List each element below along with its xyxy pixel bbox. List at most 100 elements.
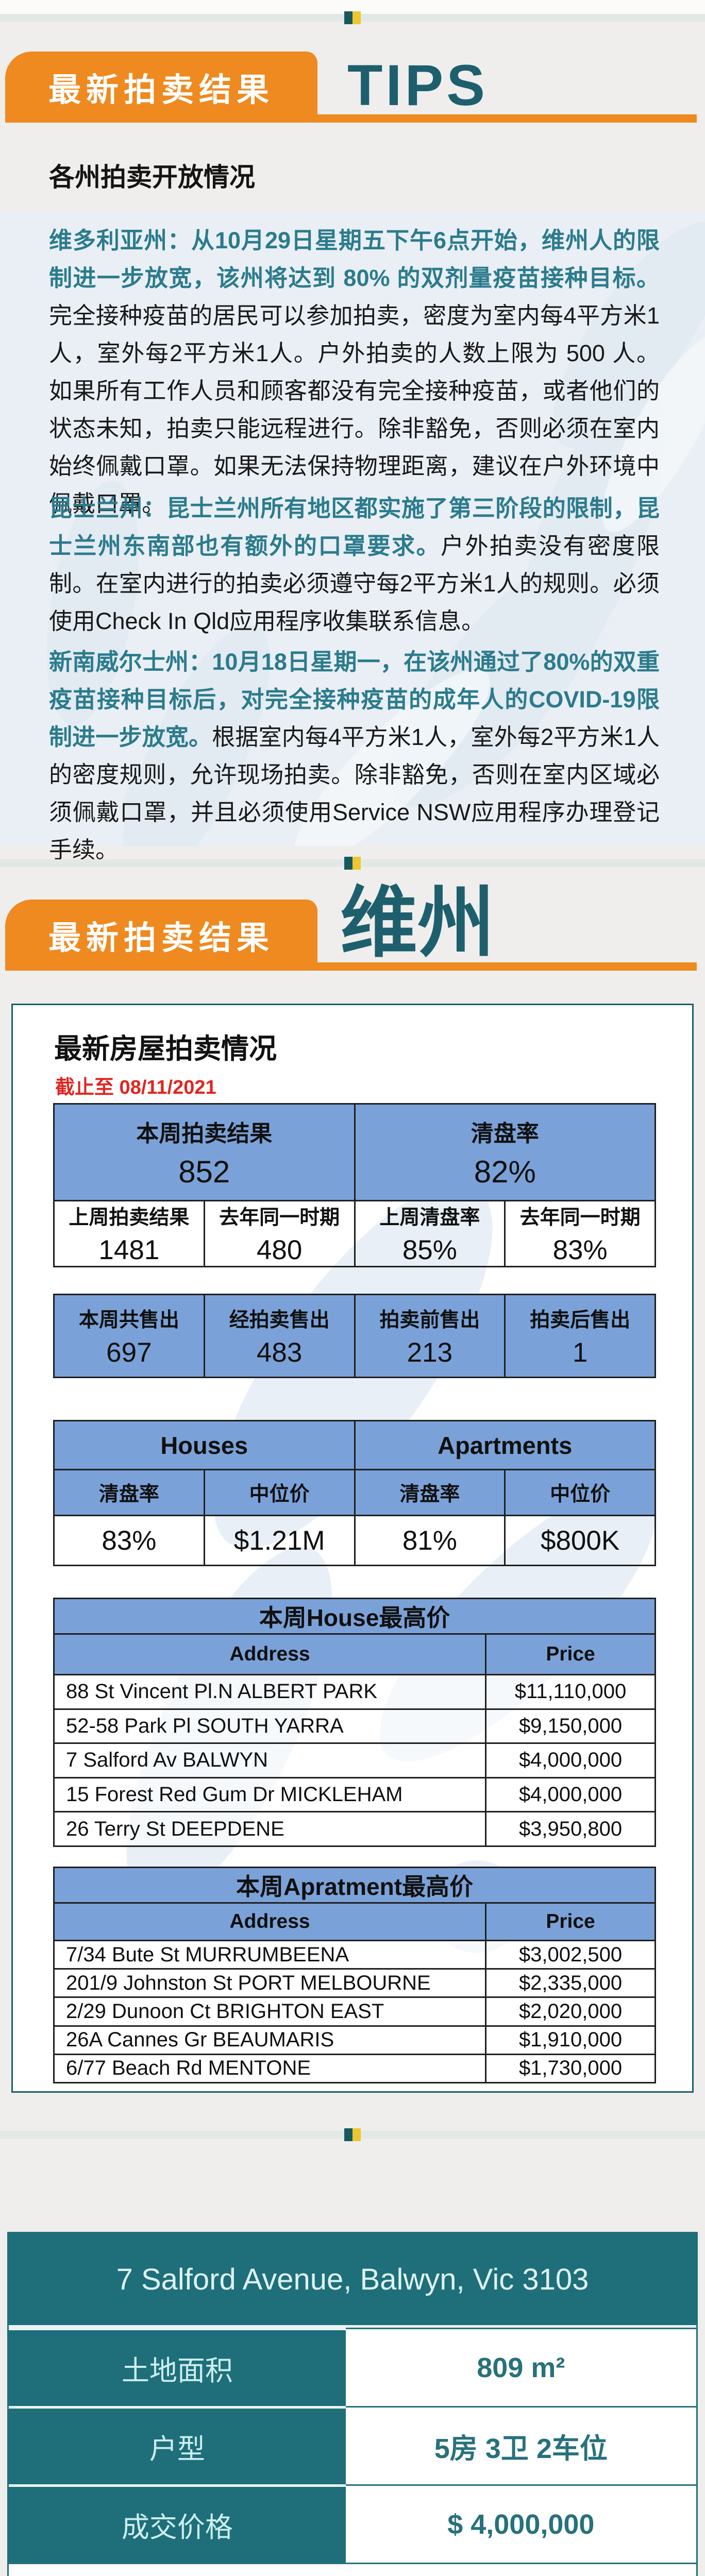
table-row: 清盘率 中位价 清盘率 中位价 <box>55 1469 654 1515</box>
tips-panel: 维多利亚州：从10月29日星期五下午6点开始，维州人的限制进一步放宽，该州将达到… <box>0 211 705 863</box>
price-cell: $1,910,000 <box>485 2026 654 2054</box>
col-label: 清盘率 <box>98 1483 159 1505</box>
property1-title: 7 Salford Avenue, Balwyn, Vic 3103 <box>9 2233 696 2328</box>
stat-value: $1.21M <box>233 1525 325 1556</box>
col-label: 清盘率 <box>399 1483 460 1505</box>
paragraph-victoria: 维多利亚州：从10月29日星期五下午6点开始，维州人的限制进一步放宽，该州将达到… <box>49 222 660 522</box>
col-label: 中位价 <box>249 1483 310 1505</box>
stat-value: 483 <box>256 1337 303 1368</box>
address-cell: 26 Terry St DEEPDENE <box>66 1817 284 1840</box>
table-row: 上周拍卖结果 1481 去年同一时期 480 上周清盘率 85% 去年同一时期 … <box>55 1200 654 1266</box>
table-row: 7 Salford Av BALWYN $4,000,000 <box>55 1742 654 1777</box>
stat-cell: 本周共售出 697 <box>55 1295 204 1377</box>
table-row: Houses Apartments <box>55 1421 654 1469</box>
queensland-lead: 昆士兰州：昆士兰州所有地区都实施了第三阶段的限制，昆士兰州东南部也有额外的口罩要… <box>49 495 660 559</box>
stat-value: 82% <box>474 1155 536 1189</box>
sold-price-label: 成交价格 <box>9 2484 346 2563</box>
table-header-row: Address Price <box>55 1635 654 1674</box>
address-cell: 7/34 Bute St MURRUMBEENA <box>66 1943 349 1966</box>
land-size-label: 土地面积 <box>9 2328 346 2406</box>
stat-cell: 清盘率 82% <box>354 1105 654 1200</box>
stat-label: 本周拍卖结果 <box>136 1121 273 1146</box>
price-col-header: Price <box>485 1904 654 1940</box>
stat-cell: 去年同一时期 83% <box>504 1201 654 1266</box>
value-cell: 83% <box>55 1516 204 1565</box>
nsw-body: 根据室内每4平方米1人，室外每2平方米1人的密度规则，允许现场拍卖。除非豁免，否… <box>49 724 660 863</box>
stat-label: 去年同一时期 <box>519 1207 641 1229</box>
table-row: 26A Cannes Gr BEAUMARIS $1,910,000 <box>55 2025 654 2054</box>
value-cell: 81% <box>354 1516 505 1565</box>
address-cell: 6/77 Beach Rd MENTONE <box>66 2057 311 2080</box>
col-cell: 中位价 <box>203 1470 354 1515</box>
col-cell: 清盘率 <box>55 1470 204 1515</box>
group-cell: Apartments <box>354 1421 654 1469</box>
stat-value: 213 <box>407 1337 453 1368</box>
col-label: Price <box>546 1643 595 1665</box>
section-banner-tips: 最新拍卖结果 <box>5 52 317 123</box>
address-cell: 26A Cannes Gr BEAUMARIS <box>66 2028 334 2052</box>
band-yellow-square <box>352 11 361 24</box>
stat-label: 上周拍卖结果 <box>69 1207 190 1229</box>
table-row: 7/34 Bute St MURRUMBEENA $3,002,500 <box>55 1940 654 1969</box>
banner-underline <box>317 962 697 971</box>
table-row: 2/29 Dunoon Ct BRIGHTON EAST $2,020,000 <box>55 1996 654 2025</box>
band-teal-square <box>344 11 352 24</box>
stat-value: 1 <box>572 1337 588 1368</box>
type-table: Houses Apartments 清盘率 中位价 清盘率 中位价 83% <box>53 1420 656 1566</box>
table-row: 26 Terry St DEEPDENE $3,950,800 <box>55 1811 654 1845</box>
price-cell: $1,730,000 <box>485 2055 654 2082</box>
stat-value: 81% <box>402 1525 457 1556</box>
banner-label: 最新拍卖结果 <box>48 72 274 108</box>
table-row: 88 St Vincent Pl.N ALBERT PARK $11,110,0… <box>55 1674 654 1708</box>
divider-band <box>0 857 705 870</box>
table-row: 15 Forest Red Gum Dr MICKLEHAM $4,000,00… <box>55 1776 654 1811</box>
paragraph-queensland: 昆士兰州：昆士兰州所有地区都实施了第三阶段的限制，昆士兰州东南部也有额外的口罩要… <box>49 489 660 640</box>
stat-value: 1481 <box>98 1235 160 1265</box>
address-cell: 2/29 Dunoon Ct BRIGHTON EAST <box>66 2000 384 2023</box>
table-row: 户型 5房 3卫 2车位 <box>9 2406 696 2484</box>
section-title-tips: TIPS <box>347 53 488 117</box>
layout-value: 5房 3卫 2车位 <box>345 2406 696 2484</box>
stat-label: 本周共售出 <box>78 1309 179 1331</box>
band-teal-square <box>344 857 352 870</box>
stat-label: 经拍卖售出 <box>229 1309 330 1331</box>
price-cell: $4,000,000 <box>485 1778 654 1811</box>
summary-table: 本周拍卖结果 852 清盘率 82% 上周拍卖结果 1481 去年同一时期 48… <box>53 1103 656 1267</box>
table-row: 土地面积 809 m² <box>9 2328 696 2406</box>
stat-value: 852 <box>178 1155 230 1189</box>
leaf-watermark <box>46 222 705 846</box>
vic-as-of-date: 截止至 08/11/2021 <box>55 1077 216 1098</box>
victoria-lead: 维多利亚州：从10月29日星期五下午6点开始，维州人的限制进一步放宽，该州将达到… <box>49 227 660 291</box>
stat-label: 去年同一时期 <box>219 1207 340 1229</box>
stat-label: 拍卖后售出 <box>530 1309 631 1331</box>
top-apartments-table: 本周Apratment最高价 Address Price 7/34 Bute S… <box>53 1867 656 2083</box>
price-cell: $11,110,000 <box>485 1675 654 1708</box>
address-cell: 7 Salford Av BALWYN <box>66 1749 268 1772</box>
table-row: 201/9 Johnston St PORT MELBOURNE $2,335,… <box>55 1968 654 1997</box>
stat-value: $800K <box>540 1525 620 1556</box>
col-label: Address <box>229 1910 310 1933</box>
vic-card-title: 最新房屋拍卖情况 <box>54 1033 277 1064</box>
address-col-header: Address <box>55 1904 485 1940</box>
group-cell: Houses <box>55 1421 354 1469</box>
divider-band <box>0 2128 705 2141</box>
stat-cell: 拍卖后售出 1 <box>504 1295 654 1377</box>
stat-cell: 本周拍卖结果 852 <box>55 1105 354 1200</box>
banner-underline <box>317 114 697 123</box>
band-teal-square <box>344 2128 352 2141</box>
stat-value: 697 <box>106 1337 152 1368</box>
value-cell: $800K <box>504 1516 654 1565</box>
stat-cell: 拍卖前售出 213 <box>354 1295 505 1377</box>
stat-value: 83% <box>102 1525 157 1556</box>
table-row: 6/77 Beach Rd MENTONE $1,730,000 <box>55 2053 654 2082</box>
address-cell: 15 Forest Red Gum Dr MICKLEHAM <box>66 1783 403 1806</box>
sold-stats-table: 本周共售出 697 经拍卖售出 483 拍卖前售出 213 拍卖后售出 1 <box>53 1294 656 1378</box>
stat-label: 上周清盘率 <box>379 1207 480 1229</box>
price-cell: $2,335,000 <box>485 1970 654 1997</box>
col-label: Address <box>229 1643 310 1665</box>
top-houses-table: 本周House最高价 Address Price 88 St Vincent P… <box>53 1598 656 1847</box>
layout-label: 户型 <box>9 2406 346 2484</box>
table-header-row: Address Price <box>55 1904 654 1940</box>
col-cell: 清盘率 <box>354 1470 505 1515</box>
